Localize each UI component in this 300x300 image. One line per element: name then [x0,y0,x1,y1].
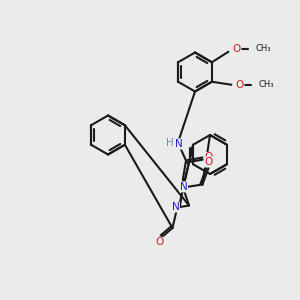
Text: N: N [172,202,179,212]
Text: O: O [236,80,244,90]
Text: O: O [233,44,241,54]
Text: O: O [204,152,213,163]
Text: N: N [180,182,188,192]
Text: CH₃: CH₃ [258,80,274,89]
Text: O: O [204,157,213,167]
Text: O: O [155,237,163,248]
Text: CH₃: CH₃ [255,44,271,53]
Text: N: N [175,139,182,149]
Text: H: H [166,137,173,148]
